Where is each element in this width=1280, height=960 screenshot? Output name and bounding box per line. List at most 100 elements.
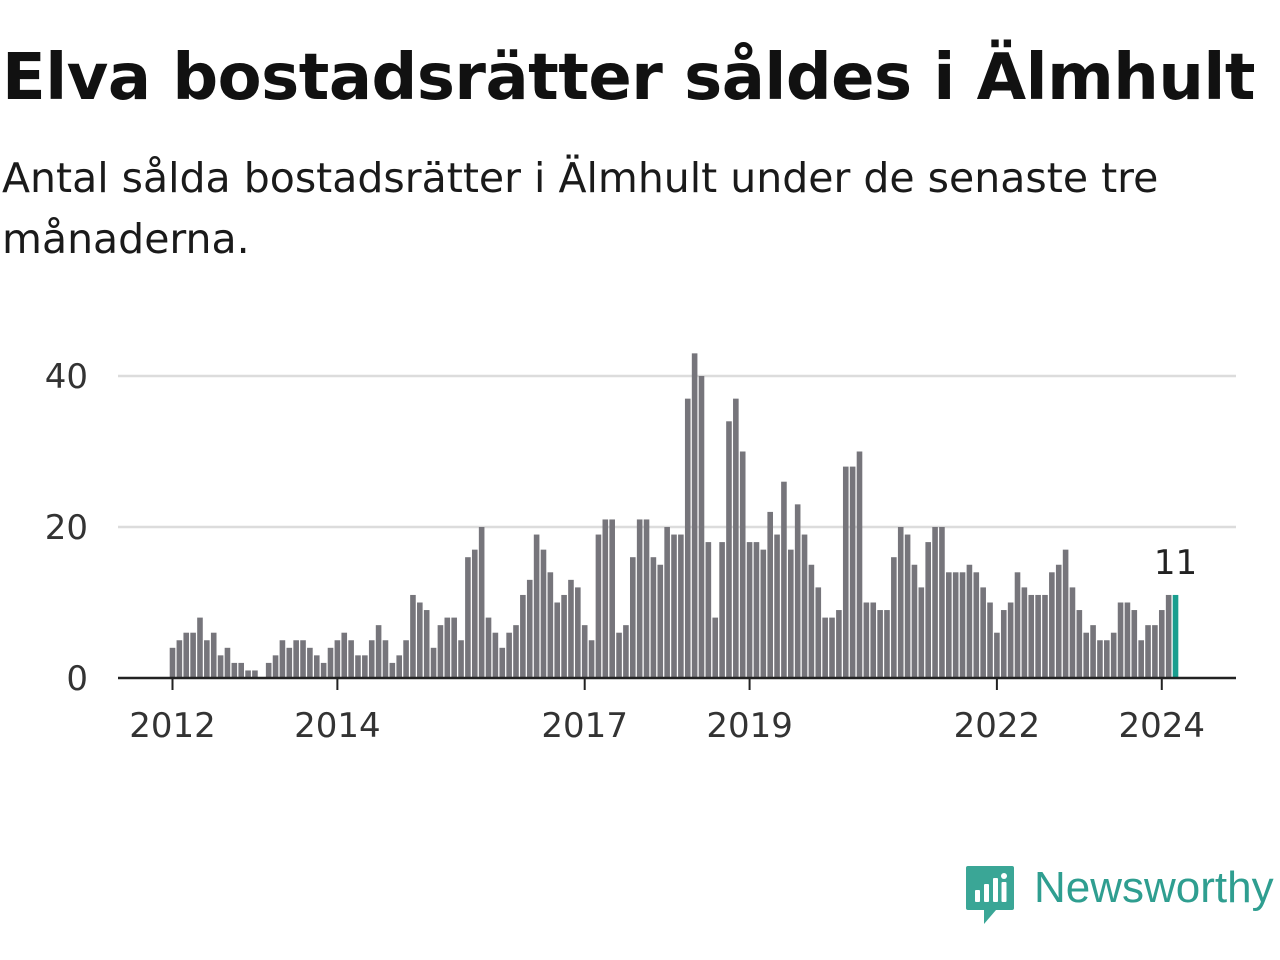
bar (595, 534, 602, 678)
bar (753, 542, 760, 678)
bar (183, 632, 190, 678)
bar (396, 655, 403, 678)
bar (836, 610, 842, 678)
bar (320, 662, 327, 678)
bar (575, 587, 581, 678)
bar (430, 647, 437, 678)
bar (417, 602, 423, 678)
bar (636, 519, 643, 678)
bar (939, 527, 945, 678)
bar (952, 572, 959, 678)
bar (238, 662, 244, 678)
bar (1117, 602, 1124, 678)
x-tick-label-2022: 2022 (954, 706, 1041, 746)
bar (746, 542, 753, 678)
bar (877, 610, 883, 678)
newsworthy-logo-icon (966, 866, 1014, 924)
bar (526, 579, 533, 678)
bar (994, 632, 1000, 678)
bar (739, 451, 746, 678)
bar (176, 640, 183, 678)
bar (568, 579, 574, 678)
bar (190, 632, 196, 678)
bar (733, 398, 739, 678)
bar (423, 610, 430, 678)
bar (458, 640, 464, 678)
bar (300, 640, 306, 678)
bar (1138, 640, 1144, 678)
bar (1021, 587, 1028, 678)
bar (1110, 632, 1117, 678)
bar (1145, 625, 1151, 678)
bar (382, 640, 389, 678)
bar (623, 625, 629, 678)
x-axis-labels: 2012 2014 2017 2019 2022 2024 (129, 706, 1205, 746)
bar (444, 617, 451, 678)
bar (293, 640, 299, 678)
bar (863, 602, 870, 678)
bar (581, 625, 588, 678)
bar (1014, 572, 1021, 678)
bar (410, 594, 416, 678)
bar (554, 602, 561, 678)
bar (1049, 572, 1055, 678)
bar (946, 572, 952, 678)
bar (437, 625, 444, 678)
bar (932, 527, 938, 678)
y-tick-label-0: 0 (66, 659, 88, 699)
bar (1007, 602, 1014, 678)
bar (794, 504, 801, 678)
bar (829, 617, 835, 678)
bar (169, 647, 176, 678)
x-tick-label-2017: 2017 (541, 706, 628, 746)
x-tick-label-2012: 2012 (129, 706, 216, 746)
bar-latest (1172, 594, 1179, 678)
bar (774, 534, 780, 678)
bar (1035, 594, 1041, 678)
bar (485, 617, 492, 678)
bar (245, 670, 251, 678)
bar (808, 564, 815, 678)
bar (348, 640, 354, 678)
bar (341, 632, 348, 678)
bar (561, 594, 567, 678)
bar (355, 655, 361, 678)
bar (657, 564, 664, 678)
y-tick-label-20: 20 (45, 508, 88, 548)
bar (1055, 564, 1062, 678)
bar (856, 451, 863, 678)
bar (307, 647, 313, 678)
bar (520, 594, 526, 678)
bar (540, 549, 547, 678)
chart-axis (118, 676, 1236, 690)
bar (726, 421, 732, 678)
bar (842, 466, 849, 678)
bar (1090, 625, 1096, 678)
brand-name: Newsworthy (1034, 863, 1274, 912)
bar (533, 534, 540, 678)
x-tick-label-2019: 2019 (706, 706, 793, 746)
bar (279, 640, 286, 678)
bar (698, 376, 705, 678)
bar (286, 647, 293, 678)
bar (918, 587, 925, 678)
bar (891, 557, 897, 678)
bar (911, 564, 918, 678)
bar (691, 353, 698, 678)
x-tick-label-2014: 2014 (294, 706, 381, 746)
bar (767, 511, 773, 678)
bar (1097, 640, 1103, 678)
bar (1062, 549, 1069, 678)
bar (1165, 594, 1172, 678)
bar (980, 587, 986, 678)
bar (760, 549, 767, 678)
bar (788, 549, 794, 678)
bar (815, 587, 822, 678)
y-axis-labels: 0 20 40 (45, 357, 88, 699)
bar (609, 519, 615, 678)
bar (513, 625, 519, 678)
bar (1076, 610, 1083, 678)
bar (678, 534, 684, 678)
bar (478, 527, 485, 678)
